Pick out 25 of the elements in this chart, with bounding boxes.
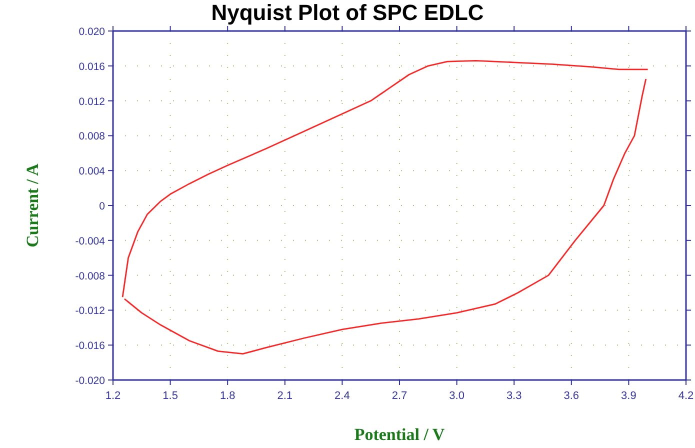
y-tick-label: -0.004: [75, 235, 106, 248]
x-axis-title: Potential / V: [354, 425, 446, 444]
y-tick-label: -0.020: [75, 375, 106, 387]
x-tick-label: 3.6: [564, 390, 580, 402]
y-tick-label: 0.004: [78, 166, 106, 178]
x-tick-label: 4.2: [678, 390, 694, 402]
x-tick-label: 3.0: [449, 390, 464, 402]
y-tick-label: -0.012: [75, 305, 106, 318]
y-tick-label: -0.008: [75, 270, 106, 282]
y-tick-label: 0.012: [78, 96, 106, 108]
x-tick-label: 2.7: [392, 390, 408, 402]
y-tick-label: -0.016: [75, 340, 106, 352]
chart-title: Nyquist Plot of SPC EDLC: [211, 0, 484, 25]
y-tick-label: 0.020: [78, 26, 106, 38]
x-tick-label: 2.4: [334, 390, 350, 402]
y-tick-label: 0: [99, 200, 106, 212]
y-tick-label: 0.008: [78, 130, 106, 143]
x-tick-label: 1.5: [162, 390, 178, 402]
x-tick-label: 3.3: [506, 390, 522, 402]
y-tick-label: 0.016: [78, 60, 106, 73]
x-tick-label: 1.8: [220, 390, 236, 402]
x-tick-label: 3.9: [621, 390, 636, 402]
y-axis-title: Current / A: [23, 162, 42, 248]
x-tick-label: 1.2: [105, 390, 121, 402]
x-tick-label: 2.1: [277, 390, 293, 402]
